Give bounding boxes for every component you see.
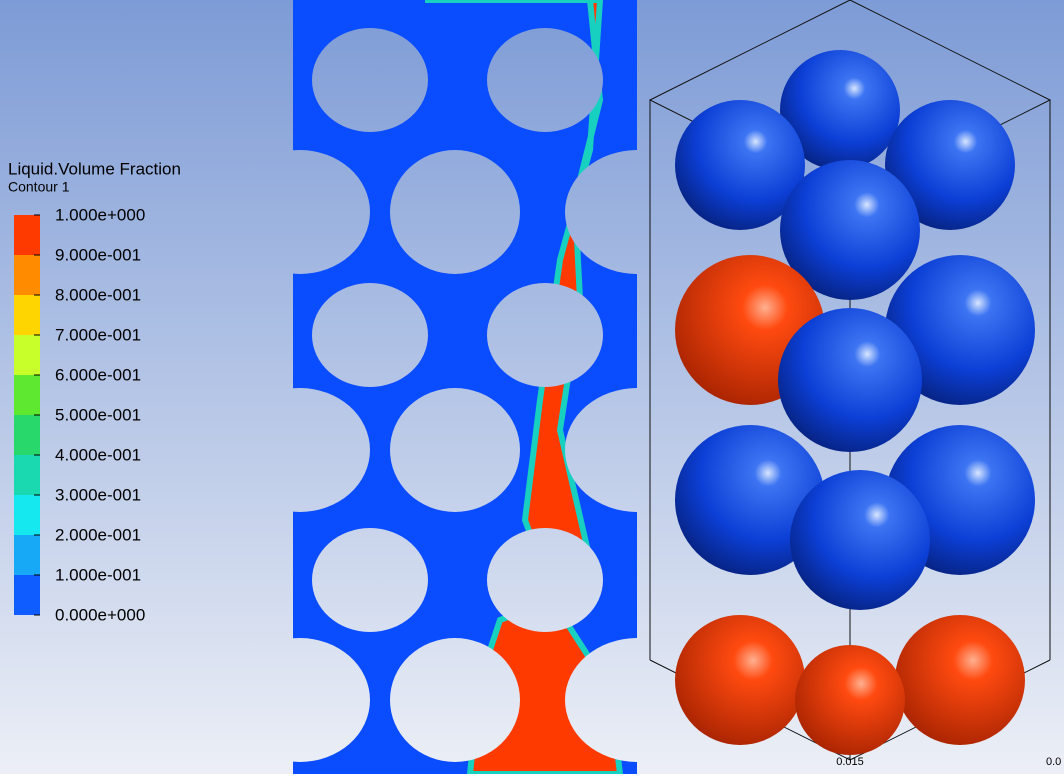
legend-label: 5.000e-001 [55, 405, 141, 424]
legend-label: 4.000e-001 [55, 445, 141, 464]
color-band [14, 455, 40, 495]
legend-label: 6.000e-001 [55, 365, 141, 384]
color-band [14, 295, 40, 335]
color-band [14, 535, 40, 575]
legend-label: 1.000e+000 [55, 205, 145, 224]
packed-bed-3d [650, 0, 1050, 760]
legend-title: Liquid.Volume Fraction [8, 159, 181, 178]
color-band [14, 375, 40, 415]
color-band [14, 575, 40, 615]
scene: Liquid.Volume Fraction Contour 1 1.000e+… [0, 0, 1064, 774]
legend-label: 8.000e-001 [55, 285, 141, 304]
legend-subtitle: Contour 1 [8, 179, 70, 195]
axis-label: 0.015 [836, 756, 864, 768]
legend-label: 9.000e-001 [55, 245, 141, 264]
color-band [14, 255, 40, 295]
legend-label: 2.000e-001 [55, 525, 141, 544]
color-band [14, 215, 40, 255]
legend-label: 0.000e+000 [55, 605, 145, 624]
color-band [14, 415, 40, 455]
axis-label: 0.0 [1046, 756, 1061, 768]
legend-label: 3.000e-001 [55, 485, 141, 504]
color-band [14, 335, 40, 375]
legend-label: 1.000e-001 [55, 565, 141, 584]
color-band [14, 495, 40, 535]
legend-label: 7.000e-001 [55, 325, 141, 344]
